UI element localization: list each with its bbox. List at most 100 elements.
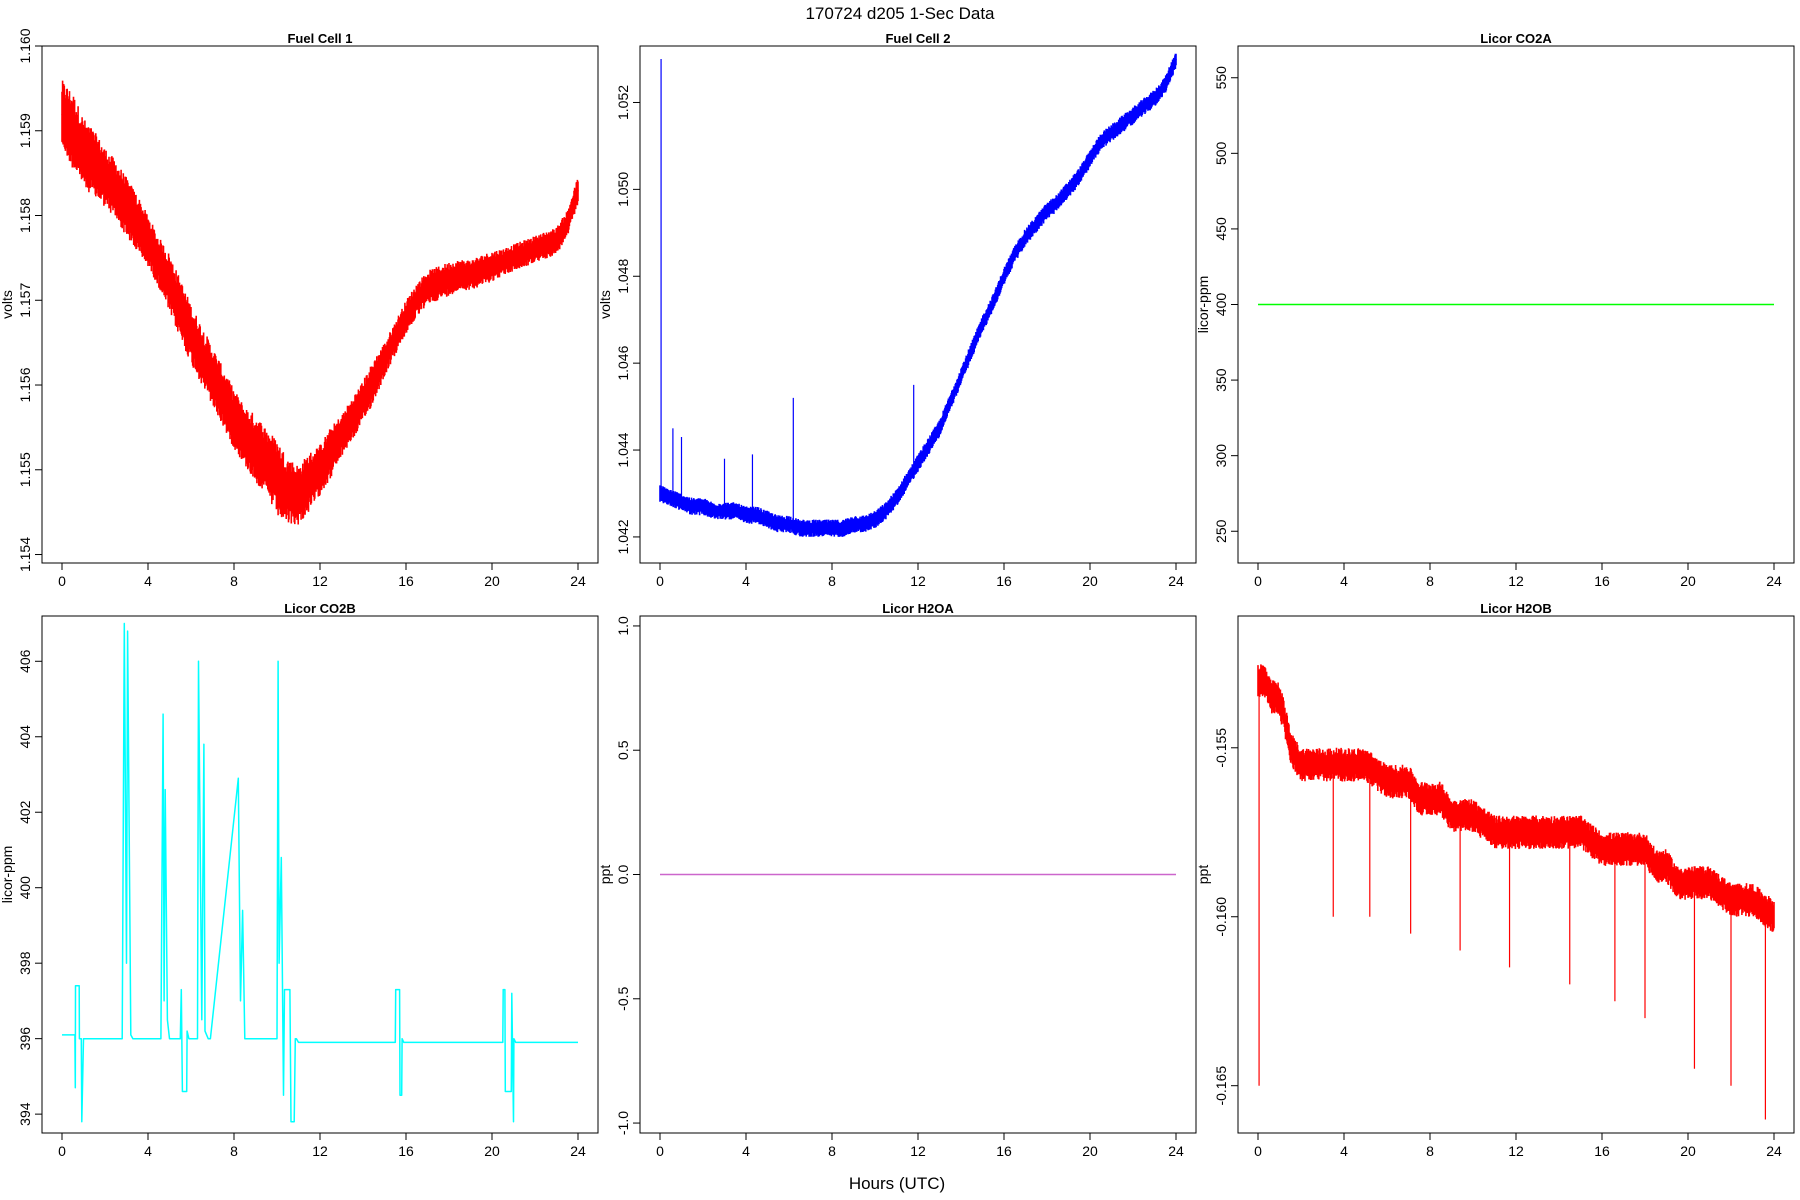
panel-3: Licor CO2A 0 4 8 12 16 20 24 250 300 350 400 450 500 5…	[1195, 31, 1795, 589]
x-tick-label: 4	[742, 573, 750, 589]
x-tick-label: 16	[398, 573, 414, 589]
x-tick-label: 24	[570, 573, 586, 589]
y-tick-label: -1.0	[615, 1111, 631, 1135]
x-tick-label: 4	[1340, 1143, 1348, 1159]
x-tick-label: 12	[1508, 573, 1524, 589]
y-tick-label: 1.048	[615, 259, 631, 294]
figure-xlabel: Hours (UTC)	[849, 1174, 945, 1193]
x-tick-label: 12	[1508, 1143, 1524, 1159]
x-tick-label: 24	[1168, 1143, 1184, 1159]
y-tick-label: 406	[17, 649, 33, 673]
series-line	[659, 58, 1177, 530]
panel-title: Licor H2OB	[1480, 601, 1552, 616]
series-line	[1258, 679, 1775, 918]
panel-2: Fuel Cell 2 0 4 8 12 16 20 24 1.042 1.044 1.046 1.0…	[597, 31, 1197, 589]
y-tick-label: 1.157	[17, 283, 33, 318]
x-tick-label: 24	[1766, 573, 1782, 589]
x-tick-label: 20	[1082, 573, 1098, 589]
x-tick-label: 12	[910, 573, 926, 589]
panel-6: Licor H2OB 0 4 8 12 16 20 24 -0.165 -0.160 -0.155 p…	[1195, 601, 1795, 1159]
x-tick-label: 0	[656, 573, 664, 589]
y-tick-label: 300	[1213, 444, 1229, 468]
y-tick-label: 1.156	[17, 367, 33, 402]
y-axis-label: licor-ppm	[0, 846, 15, 904]
x-tick-label: 12	[910, 1143, 926, 1159]
x-tick-label: 24	[570, 1143, 586, 1159]
x-tick-label: 20	[1680, 1143, 1696, 1159]
y-tick-label: -0.160	[1213, 897, 1229, 937]
x-tick-label: 16	[1594, 573, 1610, 589]
y-tick-label: 1.0	[615, 616, 631, 636]
x-tick-label: 20	[1680, 573, 1696, 589]
y-tick-label: 350	[1213, 368, 1229, 392]
series-group	[659, 53, 1177, 537]
y-tick-label: 1.154	[17, 537, 33, 572]
x-tick-label: 8	[1426, 573, 1434, 589]
y-tick-label: 400	[17, 876, 33, 900]
panel-4: Licor CO2B 0 4 8 12 16 20 24 394 396 398 400 402 404 4…	[0, 601, 599, 1159]
y-axis-label: ppt	[597, 865, 613, 885]
y-axis-label: volts	[0, 290, 15, 319]
figure-title: 170724 d205 1-Sec Data	[805, 4, 995, 23]
panels: Fuel Cell 1 0 4 8 12 16 20 24 1.154 1.155 1.156 1.1…	[0, 28, 1795, 1159]
x-tick-label: 12	[312, 1143, 328, 1159]
x-tick-label: 4	[144, 1143, 152, 1159]
y-tick-label: -0.155	[1213, 728, 1229, 768]
x-tick-label: 24	[1766, 1143, 1782, 1159]
y-tick-label: 394	[17, 1102, 33, 1126]
y-tick-label: 1.044	[615, 432, 631, 467]
x-tick-label: 0	[58, 1143, 66, 1159]
panel-title: Fuel Cell 1	[287, 31, 352, 46]
y-axis-label: ppt	[1195, 865, 1211, 885]
y-tick-label: 250	[1213, 519, 1229, 543]
y-tick-label: 1.159	[17, 113, 33, 148]
x-tick-label: 16	[398, 1143, 414, 1159]
y-tick-label: 396	[17, 1027, 33, 1051]
y-tick-label: 1.155	[17, 452, 33, 487]
series-group	[62, 622, 578, 1123]
x-tick-label: 20	[484, 1143, 500, 1159]
x-tick-label: 20	[1082, 1143, 1098, 1159]
series-band	[1257, 664, 1775, 932]
x-tick-label: 8	[828, 1143, 836, 1159]
y-tick-label: 500	[1213, 141, 1229, 165]
x-tick-label: 0	[656, 1143, 664, 1159]
y-tick-label: 1.052	[615, 85, 631, 120]
series-group	[1257, 664, 1775, 1120]
x-tick-label: 8	[828, 573, 836, 589]
series-band	[61, 80, 579, 525]
x-tick-label: 0	[1254, 1143, 1262, 1159]
y-tick-label: 450	[1213, 217, 1229, 241]
x-tick-label: 8	[230, 1143, 238, 1159]
series-line	[61, 113, 579, 497]
panel-1: Fuel Cell 1 0 4 8 12 16 20 24 1.154 1.155 1.156 1.1…	[0, 28, 599, 589]
x-tick-label: 16	[1594, 1143, 1610, 1159]
y-tick-label: 1.042	[615, 519, 631, 554]
y-tick-label: 402	[17, 800, 33, 824]
y-tick-label: 1.050	[615, 172, 631, 207]
x-tick-label: 8	[230, 573, 238, 589]
x-tick-label: 12	[312, 573, 328, 589]
x-tick-label: 0	[1254, 573, 1262, 589]
x-tick-label: 16	[996, 573, 1012, 589]
y-axis-label: licor-ppm	[1195, 276, 1211, 334]
x-tick-label: 4	[144, 573, 152, 589]
y-tick-label: 404	[17, 725, 33, 749]
x-tick-label: 16	[996, 1143, 1012, 1159]
y-tick-label: -0.5	[615, 987, 631, 1011]
y-axis-label: volts	[597, 290, 613, 319]
panel-title: Licor CO2B	[284, 601, 356, 616]
y-tick-label: 1.158	[17, 198, 33, 233]
x-tick-label: 8	[1426, 1143, 1434, 1159]
x-tick-label: 0	[58, 573, 66, 589]
y-tick-label: 398	[17, 951, 33, 975]
series-line	[62, 622, 578, 1123]
y-tick-label: 550	[1213, 66, 1229, 90]
x-tick-label: 24	[1168, 573, 1184, 589]
y-tick-label: 1.046	[615, 345, 631, 380]
y-tick-label: 400	[1213, 293, 1229, 317]
y-tick-label: 1.160	[17, 28, 33, 63]
y-tick-label: -0.165	[1213, 1066, 1229, 1106]
y-tick-label: 0.0	[615, 865, 631, 885]
